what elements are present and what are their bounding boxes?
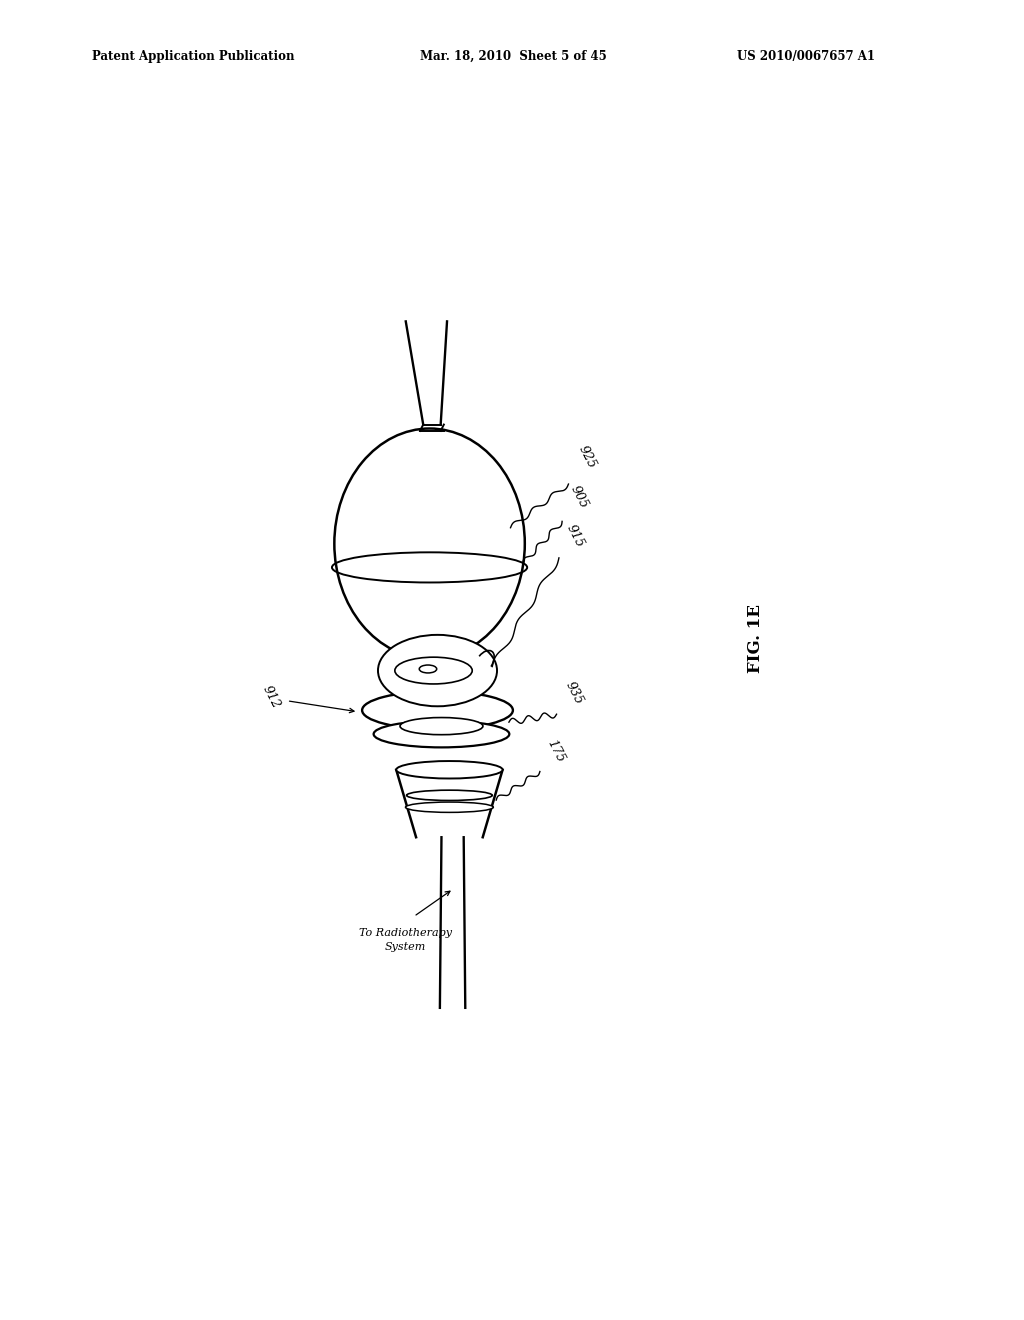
Text: Mar. 18, 2010  Sheet 5 of 45: Mar. 18, 2010 Sheet 5 of 45 [420, 50, 606, 63]
Text: Patent Application Publication: Patent Application Publication [92, 50, 295, 63]
Ellipse shape [362, 692, 513, 729]
Ellipse shape [407, 791, 493, 800]
Text: 905: 905 [568, 483, 591, 511]
Ellipse shape [395, 657, 472, 684]
Text: To Radiotherapy
System: To Radiotherapy System [359, 928, 453, 952]
Ellipse shape [400, 718, 483, 735]
Text: US 2010/0067657 A1: US 2010/0067657 A1 [737, 50, 876, 63]
Ellipse shape [374, 721, 509, 747]
Text: 935: 935 [563, 680, 586, 708]
Text: 915: 915 [564, 523, 587, 550]
Ellipse shape [406, 803, 494, 812]
Text: 925: 925 [577, 444, 599, 471]
Text: FIG. 1E: FIG. 1E [748, 605, 764, 673]
Text: 175: 175 [545, 738, 567, 764]
Ellipse shape [396, 762, 503, 779]
Text: 912: 912 [260, 684, 282, 711]
Ellipse shape [378, 635, 497, 706]
